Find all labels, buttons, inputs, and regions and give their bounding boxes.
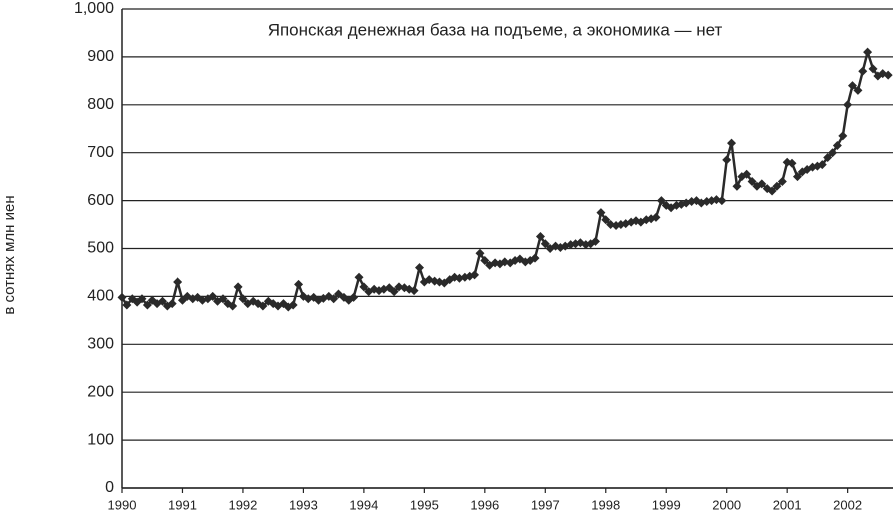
data-point xyxy=(847,81,857,91)
data-point xyxy=(535,232,545,242)
data-point xyxy=(858,66,868,76)
data-point xyxy=(470,270,480,280)
data-point xyxy=(294,279,304,289)
data-point xyxy=(828,148,838,158)
data-point xyxy=(590,236,600,246)
data-point xyxy=(651,212,661,222)
data-point xyxy=(832,141,842,151)
data-point xyxy=(329,294,339,304)
data-point xyxy=(238,294,248,304)
data-point xyxy=(359,282,369,292)
x-tick-label: 1994 xyxy=(349,497,378,512)
x-tick-label: 1996 xyxy=(470,497,499,512)
x-tick-label: 1995 xyxy=(410,497,439,512)
data-point xyxy=(722,155,732,165)
data-point xyxy=(540,239,550,249)
y-tick-label: 700 xyxy=(87,144,114,161)
data-point xyxy=(777,176,787,186)
data-point xyxy=(354,272,364,282)
data-point xyxy=(218,294,228,304)
x-tick-label: 2001 xyxy=(773,497,802,512)
data-point xyxy=(656,196,666,206)
data-point xyxy=(409,286,419,296)
data-point xyxy=(868,64,878,74)
x-tick-label: 2000 xyxy=(712,497,741,512)
data-point xyxy=(838,131,848,141)
x-tick-label: 1993 xyxy=(289,497,318,512)
data-line xyxy=(120,47,889,309)
data-point xyxy=(530,253,540,263)
data-point xyxy=(122,300,132,310)
data-point xyxy=(258,301,268,311)
data-point xyxy=(817,160,827,170)
data-point xyxy=(727,138,737,148)
data-point xyxy=(208,291,218,301)
data-point xyxy=(228,301,238,311)
data-point xyxy=(843,100,853,110)
data-point xyxy=(596,208,606,218)
y-tick-label: 900 xyxy=(87,48,114,65)
data-point xyxy=(415,263,425,273)
y-tick-label: 800 xyxy=(87,96,114,113)
x-tick-label: 1992 xyxy=(228,497,257,512)
y-tick-label: 0 xyxy=(105,479,114,496)
y-tick-label: 300 xyxy=(87,336,114,353)
data-point xyxy=(389,287,399,297)
data-point xyxy=(349,292,359,302)
data-point xyxy=(158,296,168,306)
data-point xyxy=(767,186,777,196)
data-point xyxy=(717,196,727,206)
data-point xyxy=(601,215,611,225)
y-axis-label: в сотнях млн иен xyxy=(1,195,18,314)
data-point xyxy=(863,47,873,57)
y-tick-label: 400 xyxy=(87,288,114,305)
x-tick-label: 1997 xyxy=(531,497,560,512)
data-point xyxy=(248,296,258,306)
data-point xyxy=(117,292,127,302)
y-tick-label: 500 xyxy=(87,240,114,257)
y-tick-label: 100 xyxy=(87,431,114,448)
x-tick-label: 1991 xyxy=(168,497,197,512)
data-point xyxy=(233,282,243,292)
data-point xyxy=(853,85,863,95)
title-background xyxy=(259,17,731,43)
data-point xyxy=(480,255,490,265)
data-point xyxy=(742,169,752,179)
data-point xyxy=(883,70,893,80)
y-tick-label: 200 xyxy=(87,383,114,400)
data-point xyxy=(475,248,485,258)
x-tick-label: 1998 xyxy=(591,497,620,512)
x-tick-label: 1999 xyxy=(652,497,681,512)
data-point xyxy=(757,179,767,189)
chart-title: Японская денежная база на подъеме, а эко… xyxy=(268,20,723,39)
x-tick-label: 1990 xyxy=(108,497,137,512)
y-tick-label: 600 xyxy=(87,192,114,209)
data-point xyxy=(173,277,183,287)
data-point xyxy=(772,181,782,191)
x-tick-label: 2002 xyxy=(833,497,862,512)
y-tick-label: 1,000 xyxy=(74,0,114,17)
data-point xyxy=(167,299,177,309)
data-point xyxy=(792,172,802,182)
data-point xyxy=(142,300,152,310)
data-point xyxy=(747,176,757,186)
data-point xyxy=(137,294,147,304)
data-point xyxy=(732,181,742,191)
data-point xyxy=(823,152,833,162)
data-point xyxy=(787,158,797,168)
data-point xyxy=(288,300,298,310)
